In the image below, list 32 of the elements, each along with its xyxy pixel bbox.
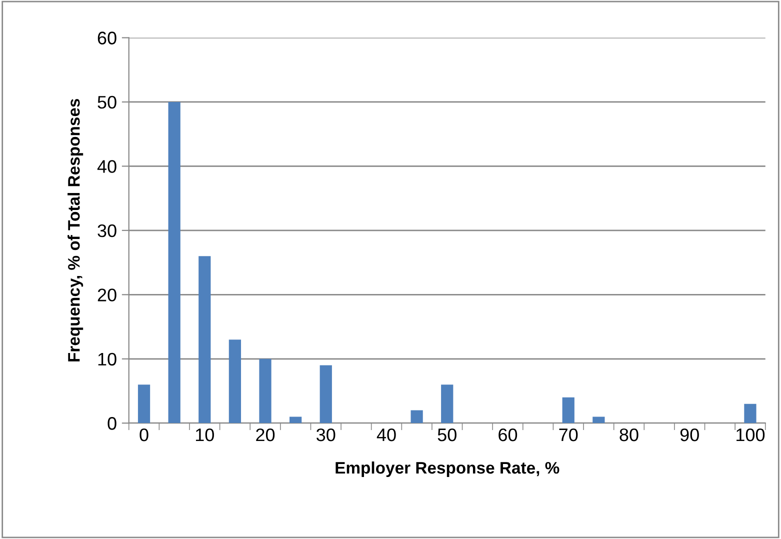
bar <box>198 256 211 424</box>
bar <box>138 384 150 424</box>
bar <box>562 397 574 424</box>
x-tick-label: 50 <box>438 428 456 442</box>
y-tick-label: 60 <box>98 32 116 44</box>
x-tick-label: 0 <box>140 428 148 442</box>
y-tick-label: 40 <box>97 160 116 173</box>
y-axis-title: Frequency, % of Total Responses <box>68 98 84 362</box>
y-tick-label: 0 <box>108 417 116 430</box>
y-tick-label: 50 <box>98 96 116 109</box>
bar <box>228 340 242 424</box>
x-tick-label: 20 <box>256 428 275 442</box>
bar <box>592 416 605 424</box>
y-tick-label: 10 <box>98 352 116 366</box>
bar <box>290 416 302 424</box>
x-tick-label: 90 <box>680 428 699 442</box>
x-tick-label: 80 <box>620 428 638 442</box>
x-tick-label: 100 <box>736 428 765 442</box>
x-tick-label: 60 <box>498 428 518 442</box>
bar <box>744 404 756 424</box>
bar <box>320 365 332 424</box>
bar <box>168 102 180 424</box>
bar <box>259 358 272 424</box>
x-tick-label: 30 <box>316 428 336 442</box>
x-axis-title: Employer Response Rate, % <box>336 461 560 478</box>
x-tick-label: 10 <box>196 428 214 442</box>
bar <box>410 410 423 424</box>
x-tick-label: 40 <box>376 428 396 442</box>
y-tick-label: 20 <box>98 288 116 302</box>
y-tick-label: 30 <box>98 224 116 238</box>
x-tick-label: 70 <box>559 428 578 442</box>
bar <box>441 384 454 424</box>
